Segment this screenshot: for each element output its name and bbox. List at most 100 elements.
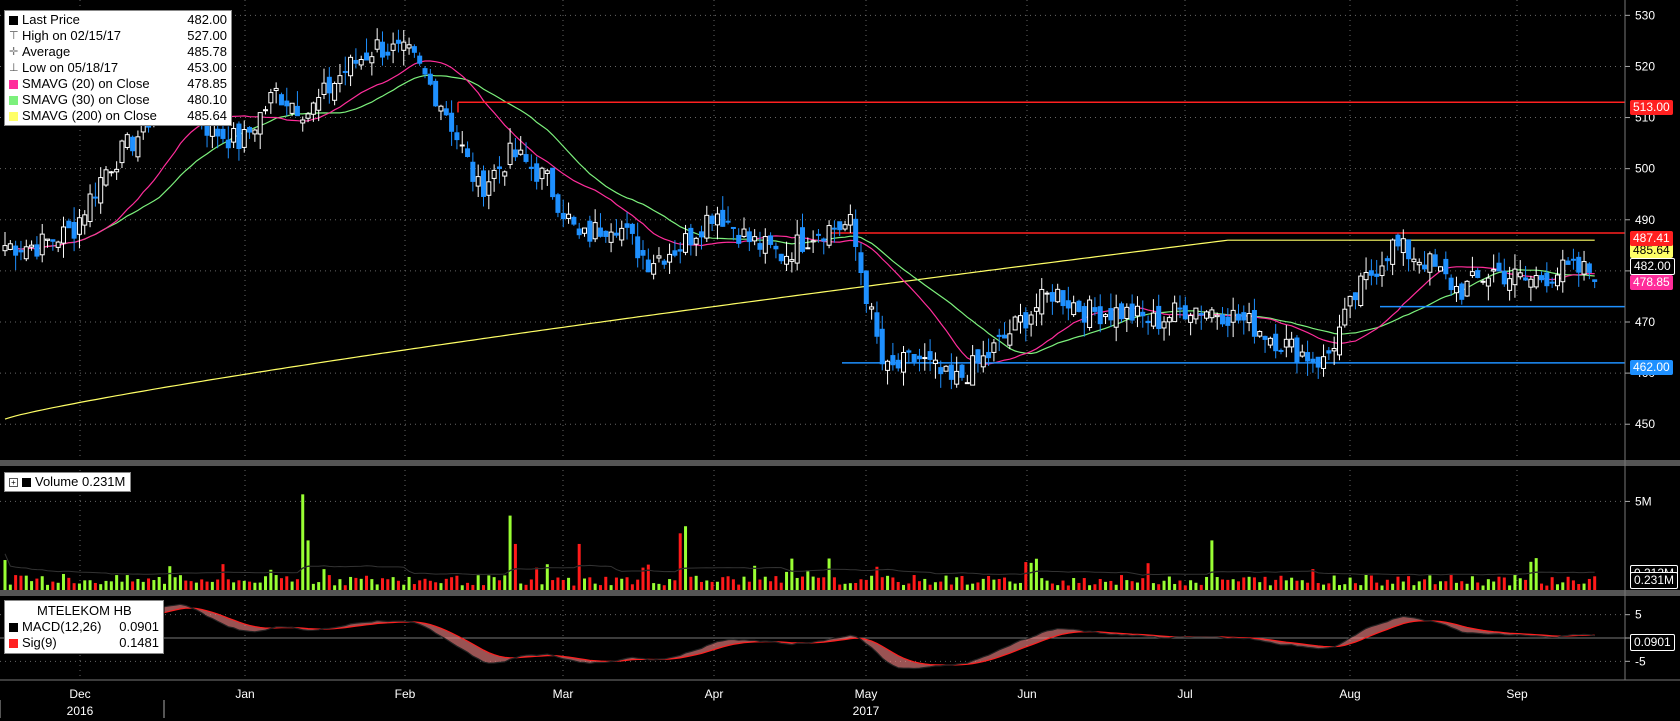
candle-body (507, 142, 513, 166)
candle-body (922, 357, 928, 360)
volume-bar (1497, 576, 1501, 590)
candle-body (778, 253, 784, 262)
volume-bar (274, 575, 278, 590)
price-tick-label: 530 (1635, 8, 1655, 22)
candle-body (1523, 277, 1529, 281)
candle-body (597, 227, 603, 237)
volume-bar (561, 579, 565, 590)
candle-body (1512, 268, 1518, 286)
volume-bar (753, 565, 757, 590)
volume-bar (301, 494, 305, 590)
volume-bar (1215, 577, 1219, 590)
volume-bar (466, 582, 470, 590)
volume-bar (1045, 580, 1049, 590)
candle-body (1507, 278, 1513, 291)
volume-bar (646, 564, 650, 590)
candle-body (1103, 314, 1109, 318)
volume-bar (93, 582, 97, 590)
volume-bar (1348, 577, 1352, 590)
candle-body (523, 154, 529, 162)
candle-body (576, 228, 582, 236)
candle-body (528, 166, 534, 169)
volume-bar (960, 576, 964, 590)
volume-bar (407, 576, 411, 590)
volume-bar (545, 564, 549, 590)
volume-bar (556, 577, 560, 590)
candle-body (1002, 334, 1008, 339)
candle-body (220, 128, 226, 139)
volume-bar (726, 576, 730, 590)
month-label: Mar (553, 687, 574, 701)
panel-separator (0, 460, 1680, 466)
volume-bar (104, 580, 108, 590)
legend-signal: Sig(9) 0.1481 (9, 635, 159, 651)
volume-bar (1284, 580, 1288, 590)
candle-body (1124, 306, 1130, 320)
volume-bar (1104, 581, 1108, 590)
candle-body (858, 252, 864, 274)
volume-bar (949, 584, 953, 590)
candle-body (1108, 308, 1114, 321)
volume-bar (311, 583, 315, 590)
candle-body (114, 168, 120, 173)
candle-body (263, 109, 269, 112)
candle-body (247, 127, 253, 133)
candle-body (1113, 307, 1119, 328)
volume-bar (1226, 579, 1230, 590)
volume-bar (1470, 576, 1474, 590)
month-label: Apr (705, 687, 724, 701)
volume-bar (1173, 583, 1177, 590)
candle-body (1033, 307, 1039, 312)
candle-body (29, 244, 35, 248)
volume-bar (1316, 583, 1320, 590)
candle-body (709, 215, 715, 224)
candle-body (1464, 280, 1470, 297)
volume-bar (721, 577, 725, 590)
volume-bar (482, 585, 485, 590)
volume-bar (503, 575, 507, 590)
volume-bar (1375, 582, 1379, 590)
candle-body (332, 83, 338, 101)
candle-body (119, 140, 125, 164)
candle-body (369, 56, 375, 64)
volume-bar (1577, 584, 1581, 590)
volume-bar (896, 581, 900, 590)
candle-body (603, 230, 609, 237)
candle-body (651, 263, 657, 275)
candle-body (1188, 315, 1194, 323)
candle-body (1342, 308, 1348, 326)
candle-body (326, 76, 332, 94)
candle-body (496, 166, 502, 169)
volume-bar (630, 584, 634, 590)
candle-body (1055, 288, 1061, 303)
legend-value: 485.64 (187, 108, 227, 123)
volume-tag: 0.231M (1630, 572, 1679, 589)
candle-body (741, 228, 747, 237)
macd-divergence-fill (164, 604, 1595, 669)
volume-bar (652, 583, 656, 590)
candle-body (379, 41, 385, 58)
candle-body (1129, 303, 1135, 321)
candle-body (411, 46, 417, 53)
volume-bar (210, 581, 214, 590)
sma200-tag: 485.64 (1630, 243, 1673, 258)
candle-body (1087, 299, 1093, 329)
volume-bar (1587, 578, 1591, 590)
candle-body (932, 359, 938, 365)
candle-body (465, 148, 471, 158)
candle-body (986, 351, 992, 359)
volume-bar (689, 576, 693, 590)
candle-body (390, 43, 396, 51)
volume-bar (396, 580, 400, 590)
candle-body (863, 270, 869, 304)
volume-bar (1040, 578, 1044, 590)
candle-body (1267, 337, 1273, 346)
candle-body (1081, 306, 1087, 323)
volume-bar (189, 581, 193, 590)
volume-bar (1449, 575, 1453, 590)
volume-bar (72, 583, 76, 590)
volume-bar (912, 575, 916, 590)
volume-bar (200, 579, 204, 590)
volume-bar (1189, 580, 1193, 590)
